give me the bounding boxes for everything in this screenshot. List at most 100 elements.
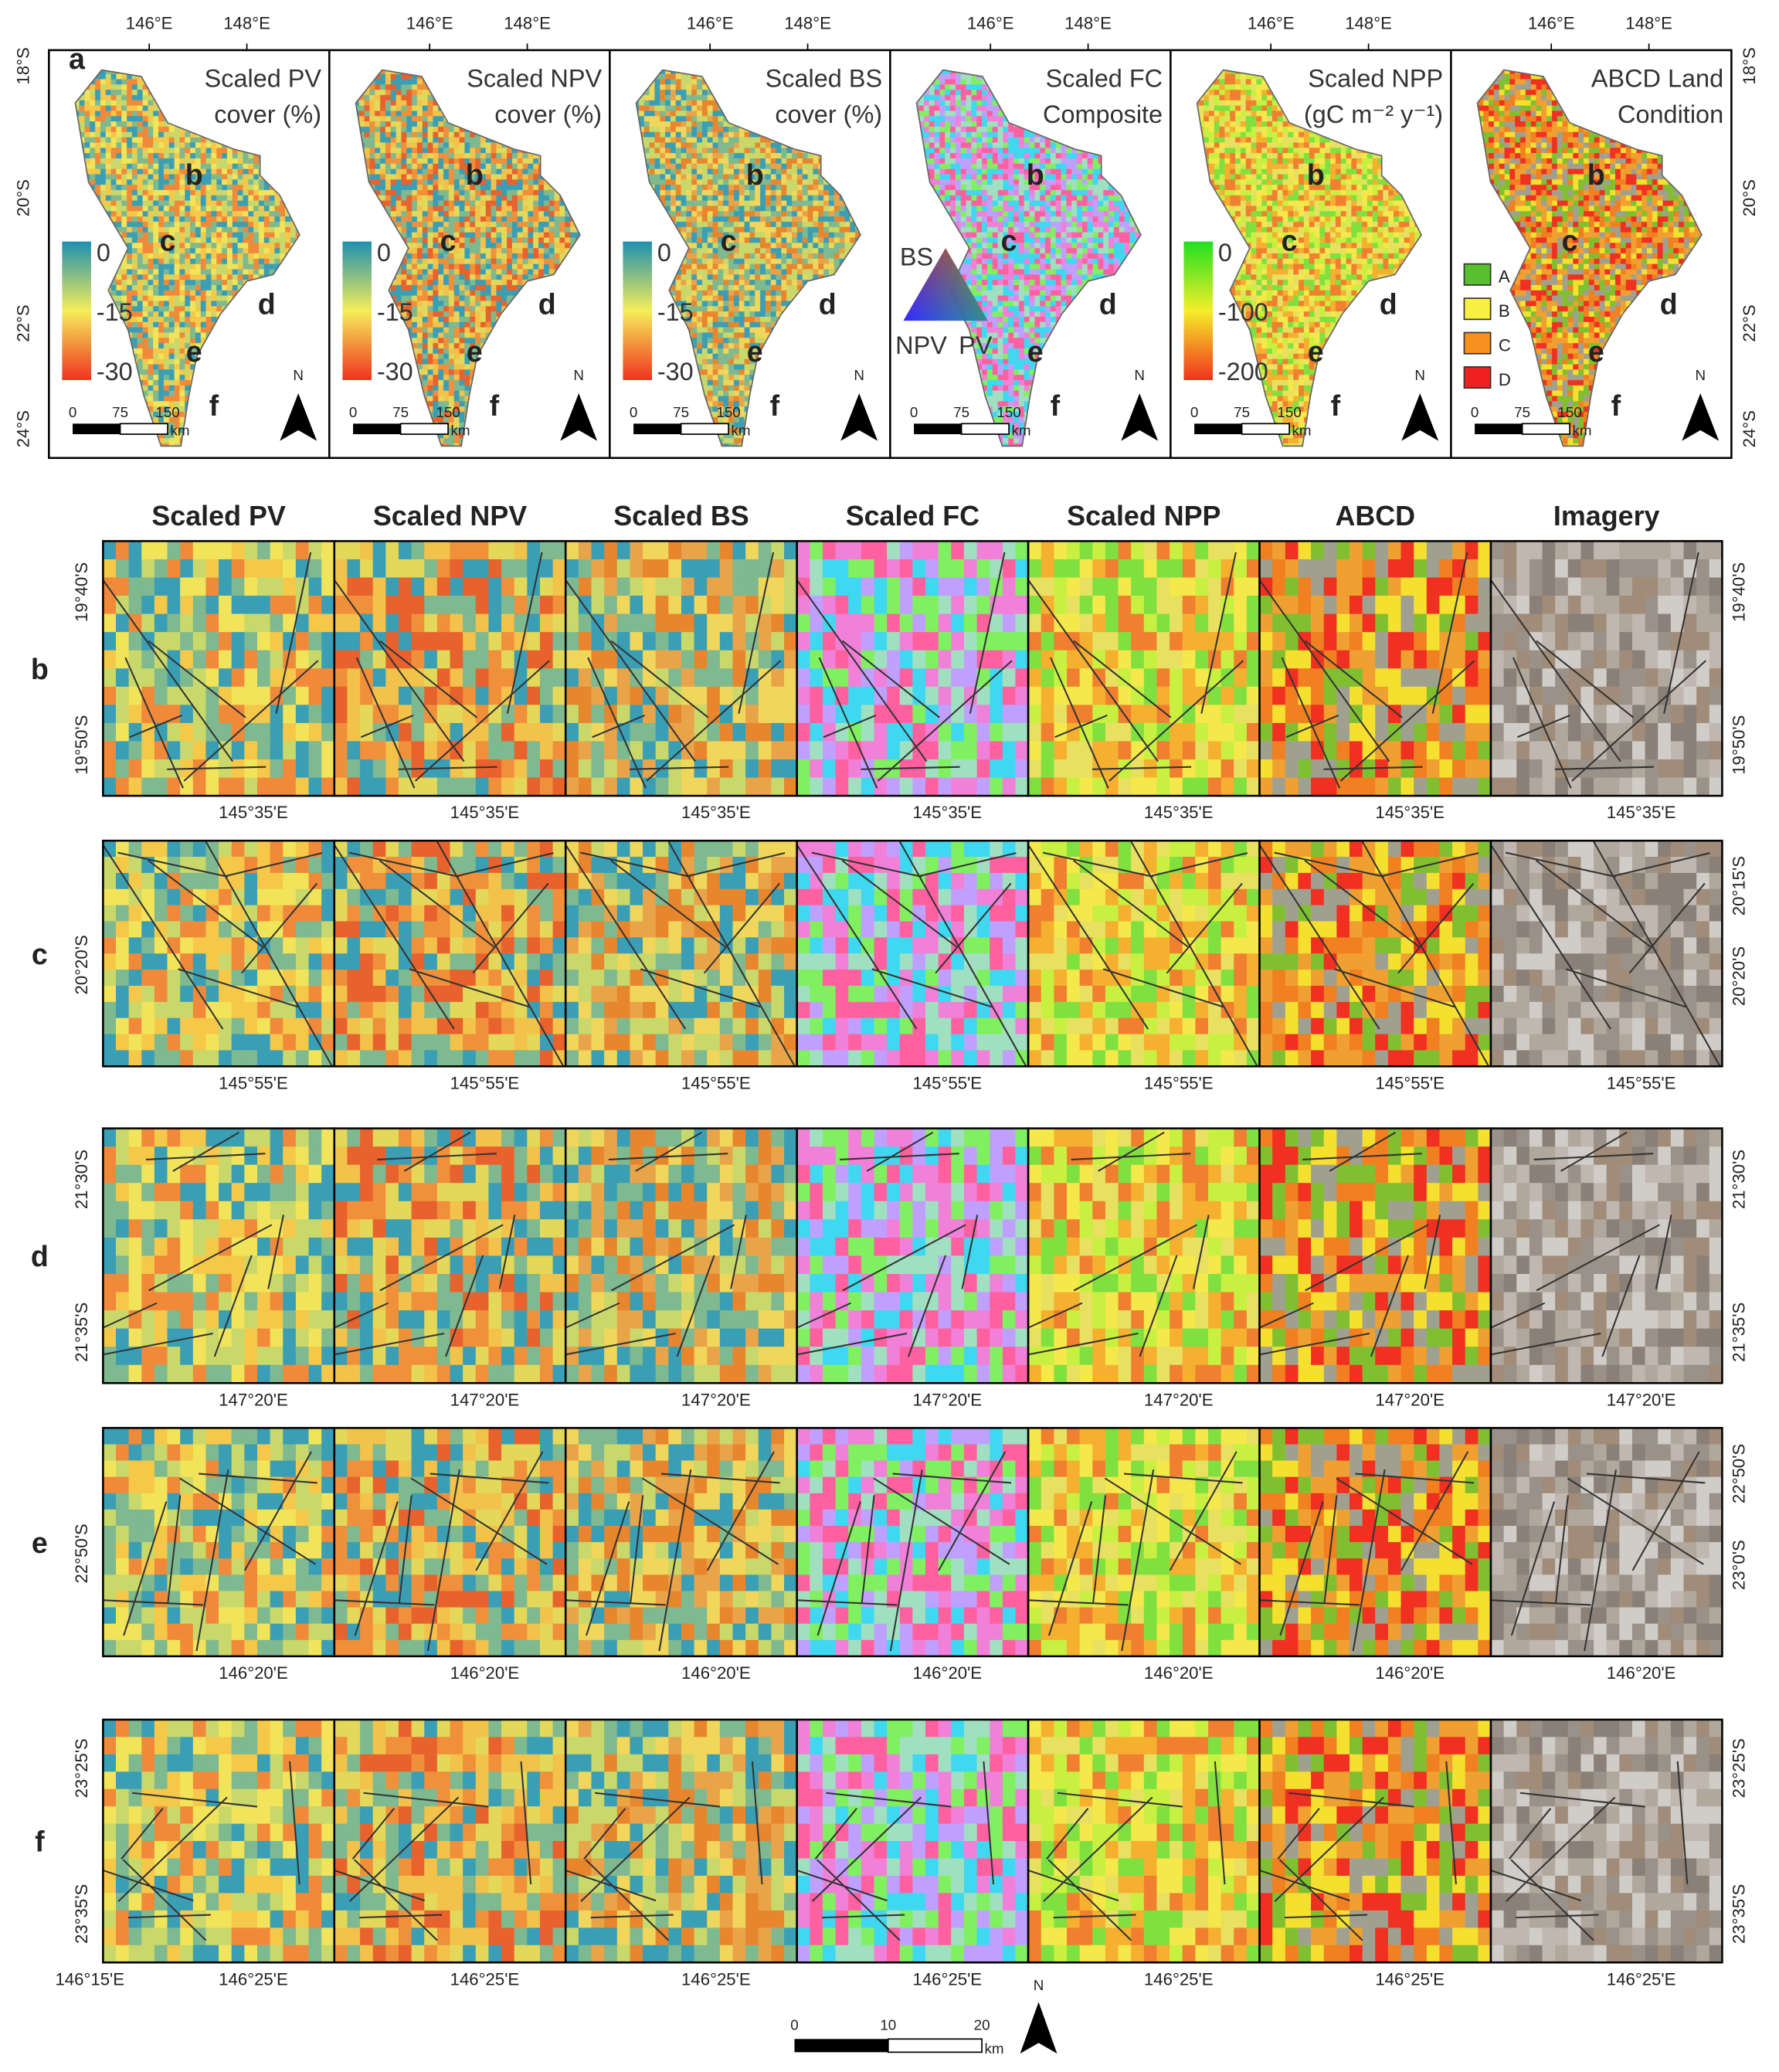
scale-bar bbox=[399, 423, 449, 435]
map-pixel bbox=[784, 559, 798, 579]
map-pixel bbox=[244, 888, 258, 906]
map-pixel bbox=[591, 541, 605, 560]
map-pixel bbox=[848, 559, 862, 579]
map-pixel bbox=[578, 937, 592, 954]
map-pixel bbox=[424, 921, 438, 938]
map-pixel bbox=[167, 985, 181, 1003]
map-pixel bbox=[1555, 777, 1569, 797]
map-pixel bbox=[591, 613, 605, 633]
map-pixel bbox=[334, 1001, 348, 1019]
map-pixel bbox=[861, 613, 875, 633]
map-pixel bbox=[1067, 650, 1081, 669]
map-pixel bbox=[1143, 686, 1157, 705]
road bbox=[183, 660, 319, 782]
map-pixel bbox=[899, 686, 913, 705]
map-pixel bbox=[192, 937, 206, 954]
map-pixel bbox=[1490, 759, 1505, 779]
map-pixel bbox=[643, 650, 657, 669]
road bbox=[379, 860, 494, 948]
map-pixel bbox=[424, 668, 438, 688]
map-pixel bbox=[295, 541, 310, 560]
map-pixel bbox=[822, 741, 837, 760]
map-pixel bbox=[334, 559, 348, 579]
map-pixel bbox=[463, 872, 477, 890]
map-pixel bbox=[771, 596, 785, 615]
map-pixel bbox=[231, 777, 245, 797]
map-pixel bbox=[1594, 559, 1608, 579]
map-pixel bbox=[1375, 577, 1389, 596]
map-pixel bbox=[951, 577, 965, 596]
map-pixel bbox=[180, 1001, 194, 1019]
map-pixel bbox=[771, 668, 785, 688]
map-pixel bbox=[1465, 596, 1479, 615]
map-pixel bbox=[963, 741, 978, 760]
map-pixel bbox=[1426, 668, 1440, 688]
map-pixel bbox=[501, 613, 515, 633]
map-pixel bbox=[1311, 559, 1325, 579]
site-label: b bbox=[1307, 158, 1325, 191]
map-pixel bbox=[154, 841, 168, 858]
map-pixel bbox=[334, 650, 348, 669]
map-pixel bbox=[205, 905, 219, 922]
map-pixel bbox=[1143, 577, 1157, 596]
map-pixel bbox=[591, 872, 605, 890]
map-pixel bbox=[1067, 577, 1081, 596]
map-pixel bbox=[963, 668, 978, 688]
map-pixel bbox=[1567, 777, 1581, 797]
map-pixel bbox=[1426, 541, 1440, 560]
map-pixel bbox=[334, 705, 348, 724]
map-pixel bbox=[1272, 759, 1286, 779]
road bbox=[178, 968, 298, 1008]
map-pixel bbox=[321, 1001, 335, 1019]
map-pixel bbox=[167, 650, 181, 669]
map-pixel bbox=[616, 650, 630, 669]
map-tile bbox=[796, 541, 1029, 797]
map-pixel bbox=[1478, 577, 1492, 596]
map-pixel bbox=[796, 559, 810, 579]
map-pixel bbox=[128, 613, 142, 633]
row-label: c bbox=[32, 938, 48, 970]
map-pixel bbox=[1683, 722, 1697, 742]
map-pixel bbox=[1259, 668, 1273, 688]
column-header: ABCD bbox=[1335, 501, 1415, 532]
map-pixel bbox=[488, 888, 502, 906]
map-pixel bbox=[1285, 632, 1299, 651]
map-pixel bbox=[1131, 650, 1145, 669]
map-pixel bbox=[321, 705, 335, 724]
map-pixel bbox=[1594, 577, 1608, 596]
road bbox=[1323, 766, 1423, 770]
map-pixel bbox=[694, 650, 708, 669]
scale-unit: km bbox=[1292, 423, 1312, 439]
map-pixel bbox=[1658, 777, 1672, 797]
map-pixel bbox=[488, 650, 502, 669]
map-pixel bbox=[938, 613, 952, 633]
map-pixel bbox=[154, 985, 168, 1003]
road bbox=[610, 640, 709, 718]
map-pixel bbox=[1452, 668, 1466, 688]
map-pixel bbox=[308, 596, 322, 615]
map-pixel bbox=[385, 937, 399, 954]
map-pixel bbox=[1709, 596, 1723, 615]
map-pixel bbox=[1414, 777, 1428, 797]
map-pixel bbox=[630, 613, 643, 633]
map-pixel bbox=[655, 741, 669, 760]
map-pixel bbox=[1696, 777, 1710, 797]
lon-tick-label: 145°35'E bbox=[1375, 803, 1445, 822]
map-pixel bbox=[668, 632, 682, 651]
map-pixel bbox=[411, 953, 425, 970]
map-pixel bbox=[514, 921, 528, 938]
map-pixel bbox=[552, 722, 566, 742]
legend-label: -30 bbox=[97, 358, 133, 386]
map-pixel bbox=[360, 970, 374, 987]
map-pixel bbox=[334, 759, 348, 779]
map-pixel bbox=[360, 705, 374, 724]
map-pixel bbox=[360, 985, 374, 1003]
map-pixel bbox=[1015, 777, 1029, 797]
map-pixel bbox=[283, 613, 297, 633]
map-pixel bbox=[141, 777, 155, 797]
map-pixel bbox=[334, 777, 348, 797]
map-pixel bbox=[1555, 705, 1569, 724]
map-pixel bbox=[578, 857, 592, 874]
map-pixel bbox=[360, 872, 374, 890]
map-pixel bbox=[1002, 668, 1016, 688]
